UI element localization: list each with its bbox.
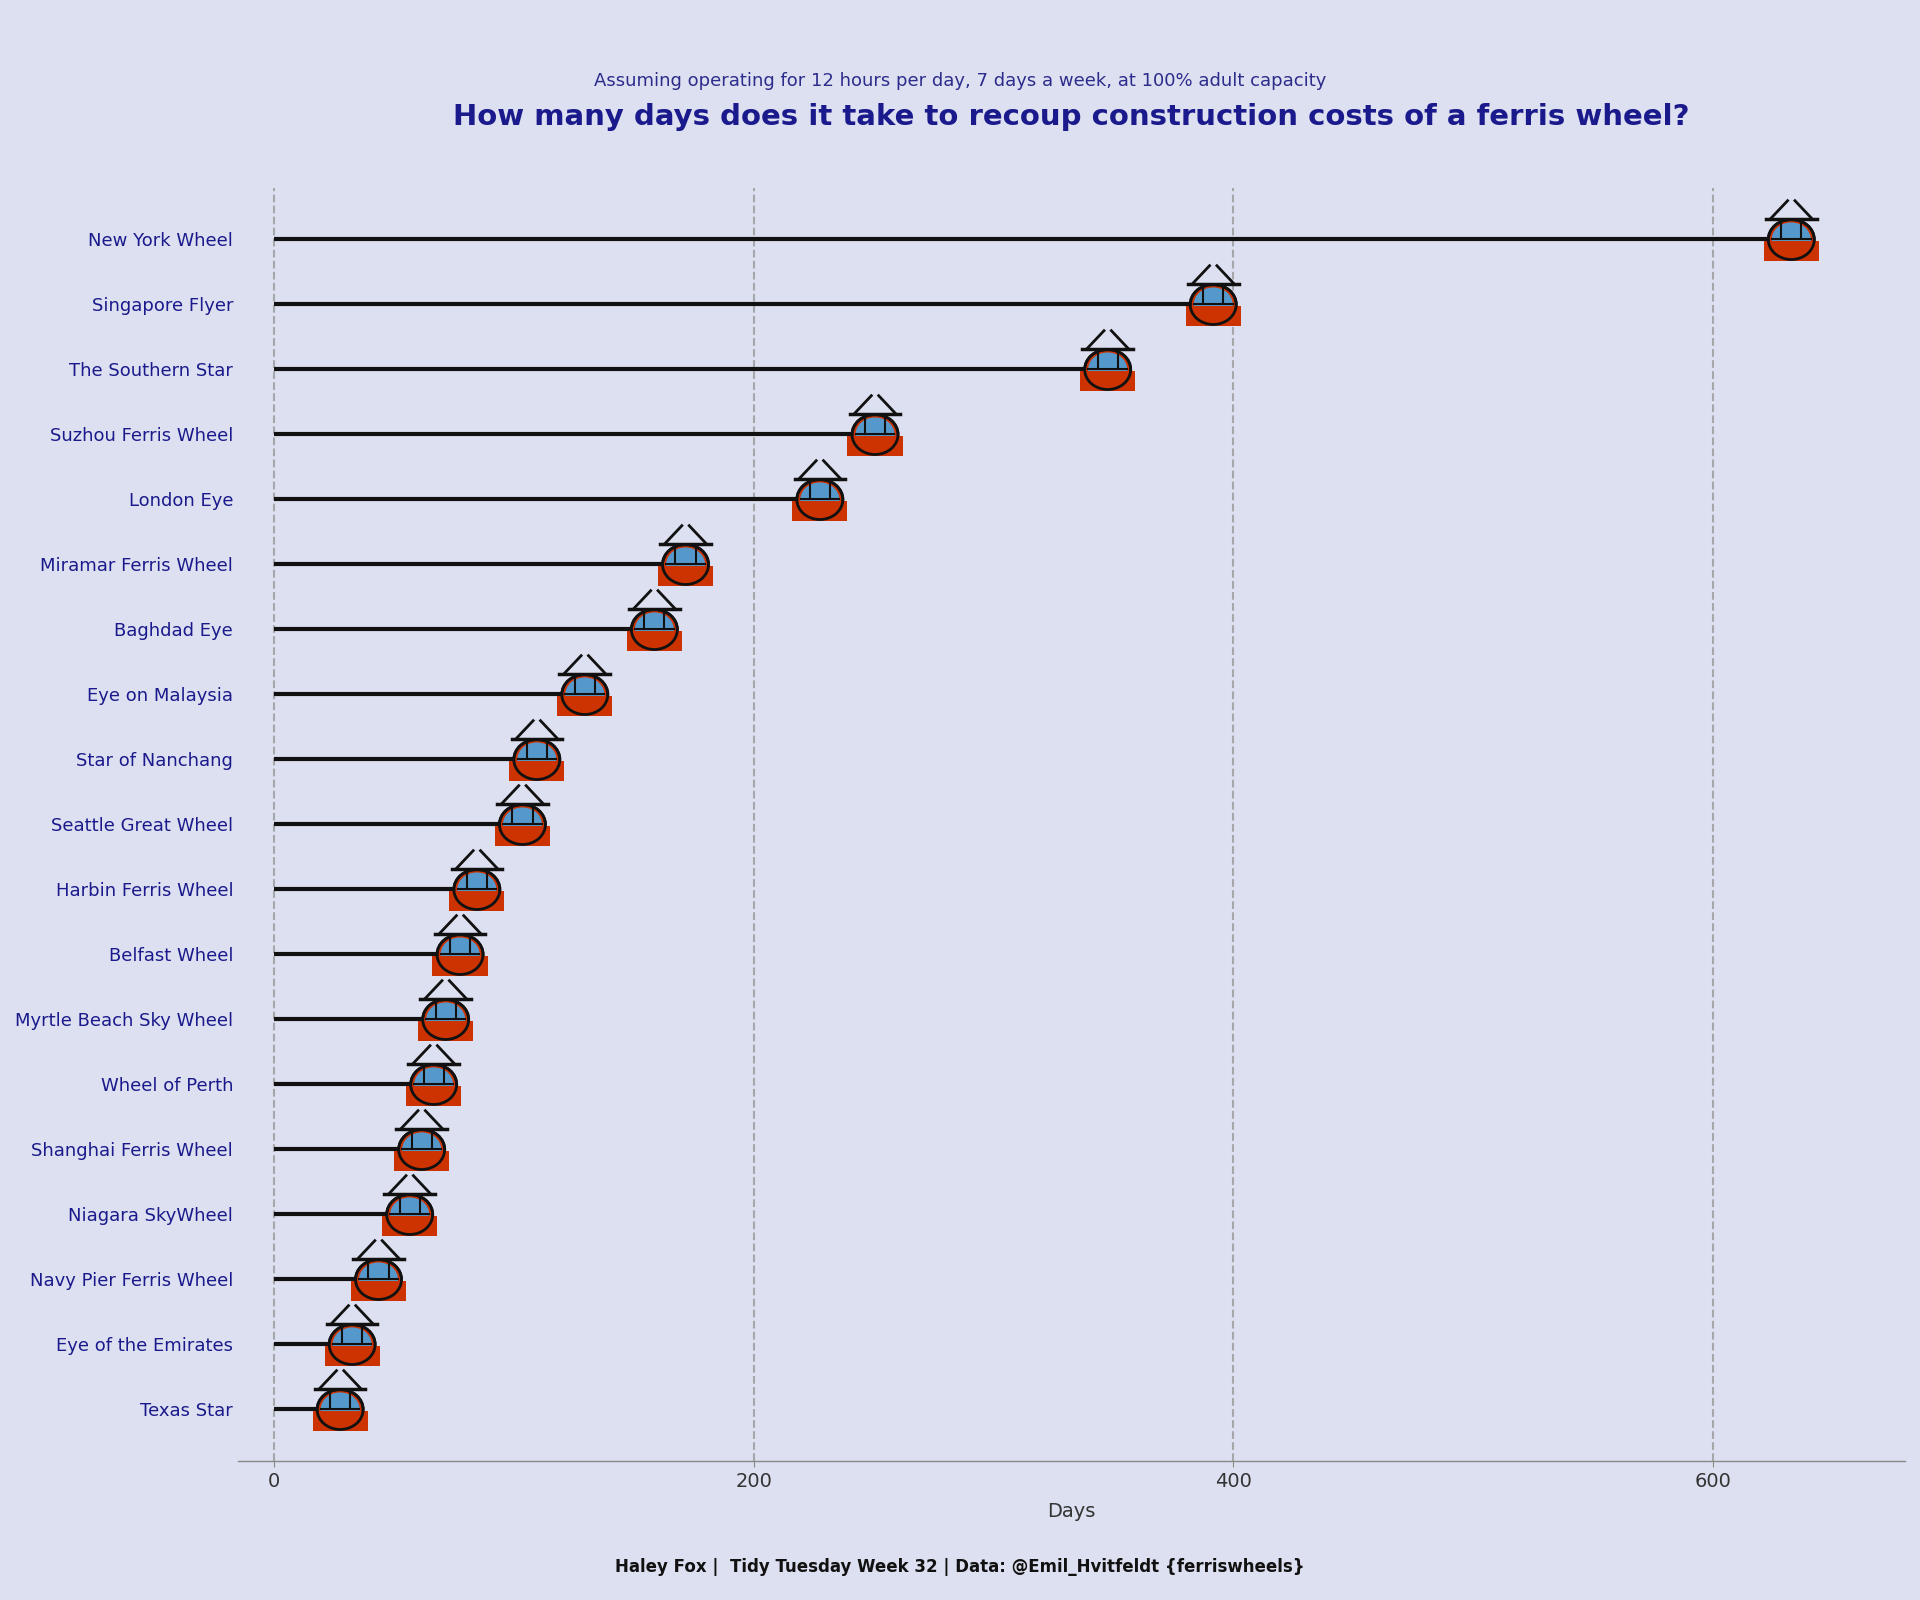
FancyBboxPatch shape	[626, 632, 682, 651]
Ellipse shape	[1089, 352, 1127, 387]
Ellipse shape	[662, 544, 708, 584]
FancyBboxPatch shape	[313, 1411, 369, 1432]
Ellipse shape	[386, 1195, 432, 1235]
Ellipse shape	[355, 1259, 401, 1299]
Ellipse shape	[401, 1133, 442, 1166]
Ellipse shape	[399, 1130, 445, 1170]
FancyBboxPatch shape	[382, 1216, 438, 1237]
FancyBboxPatch shape	[407, 1086, 461, 1107]
Ellipse shape	[390, 1197, 430, 1232]
Ellipse shape	[1190, 285, 1236, 325]
FancyBboxPatch shape	[419, 1021, 472, 1042]
Ellipse shape	[636, 613, 674, 646]
Text: Assuming operating for 12 hours per day, 7 days a week, at 100% adult capacity: Assuming operating for 12 hours per day,…	[593, 72, 1327, 90]
FancyBboxPatch shape	[324, 1347, 380, 1366]
FancyBboxPatch shape	[509, 762, 564, 781]
Ellipse shape	[453, 869, 499, 909]
FancyBboxPatch shape	[793, 501, 847, 522]
Ellipse shape	[632, 610, 678, 650]
FancyBboxPatch shape	[495, 827, 549, 846]
FancyBboxPatch shape	[1187, 307, 1240, 326]
Ellipse shape	[317, 1389, 363, 1429]
Ellipse shape	[332, 1328, 372, 1362]
Ellipse shape	[422, 1000, 468, 1040]
FancyBboxPatch shape	[557, 696, 612, 717]
Ellipse shape	[1194, 288, 1233, 322]
Ellipse shape	[801, 483, 839, 517]
Ellipse shape	[440, 938, 480, 971]
Ellipse shape	[438, 934, 484, 974]
Ellipse shape	[1772, 222, 1811, 256]
Ellipse shape	[457, 872, 497, 907]
Ellipse shape	[499, 805, 545, 845]
Ellipse shape	[516, 742, 557, 776]
Ellipse shape	[564, 677, 605, 712]
FancyBboxPatch shape	[659, 566, 712, 587]
FancyBboxPatch shape	[1764, 242, 1818, 261]
Ellipse shape	[415, 1067, 453, 1101]
Ellipse shape	[426, 1003, 465, 1037]
Ellipse shape	[666, 547, 705, 581]
FancyBboxPatch shape	[432, 957, 488, 976]
FancyBboxPatch shape	[394, 1152, 449, 1171]
FancyBboxPatch shape	[1081, 371, 1135, 392]
Ellipse shape	[503, 808, 541, 842]
Title: How many days does it take to recoup construction costs of a ferris wheel?: How many days does it take to recoup con…	[453, 102, 1690, 131]
Ellipse shape	[359, 1262, 397, 1296]
Ellipse shape	[1085, 349, 1131, 389]
Ellipse shape	[515, 739, 561, 779]
X-axis label: Days: Days	[1046, 1502, 1096, 1522]
Ellipse shape	[856, 418, 895, 451]
FancyBboxPatch shape	[351, 1282, 407, 1301]
Ellipse shape	[852, 414, 899, 454]
Text: Haley Fox |  Tidy Tuesday Week 32 | Data: @Emil_Hvitfeldt {ferriswheels}: Haley Fox | Tidy Tuesday Week 32 | Data:…	[614, 1558, 1306, 1576]
Ellipse shape	[563, 675, 609, 715]
FancyBboxPatch shape	[449, 891, 505, 912]
FancyBboxPatch shape	[847, 437, 902, 456]
Ellipse shape	[1768, 219, 1814, 259]
Ellipse shape	[321, 1392, 359, 1427]
Ellipse shape	[797, 480, 843, 520]
Ellipse shape	[411, 1064, 457, 1104]
Ellipse shape	[328, 1325, 374, 1365]
